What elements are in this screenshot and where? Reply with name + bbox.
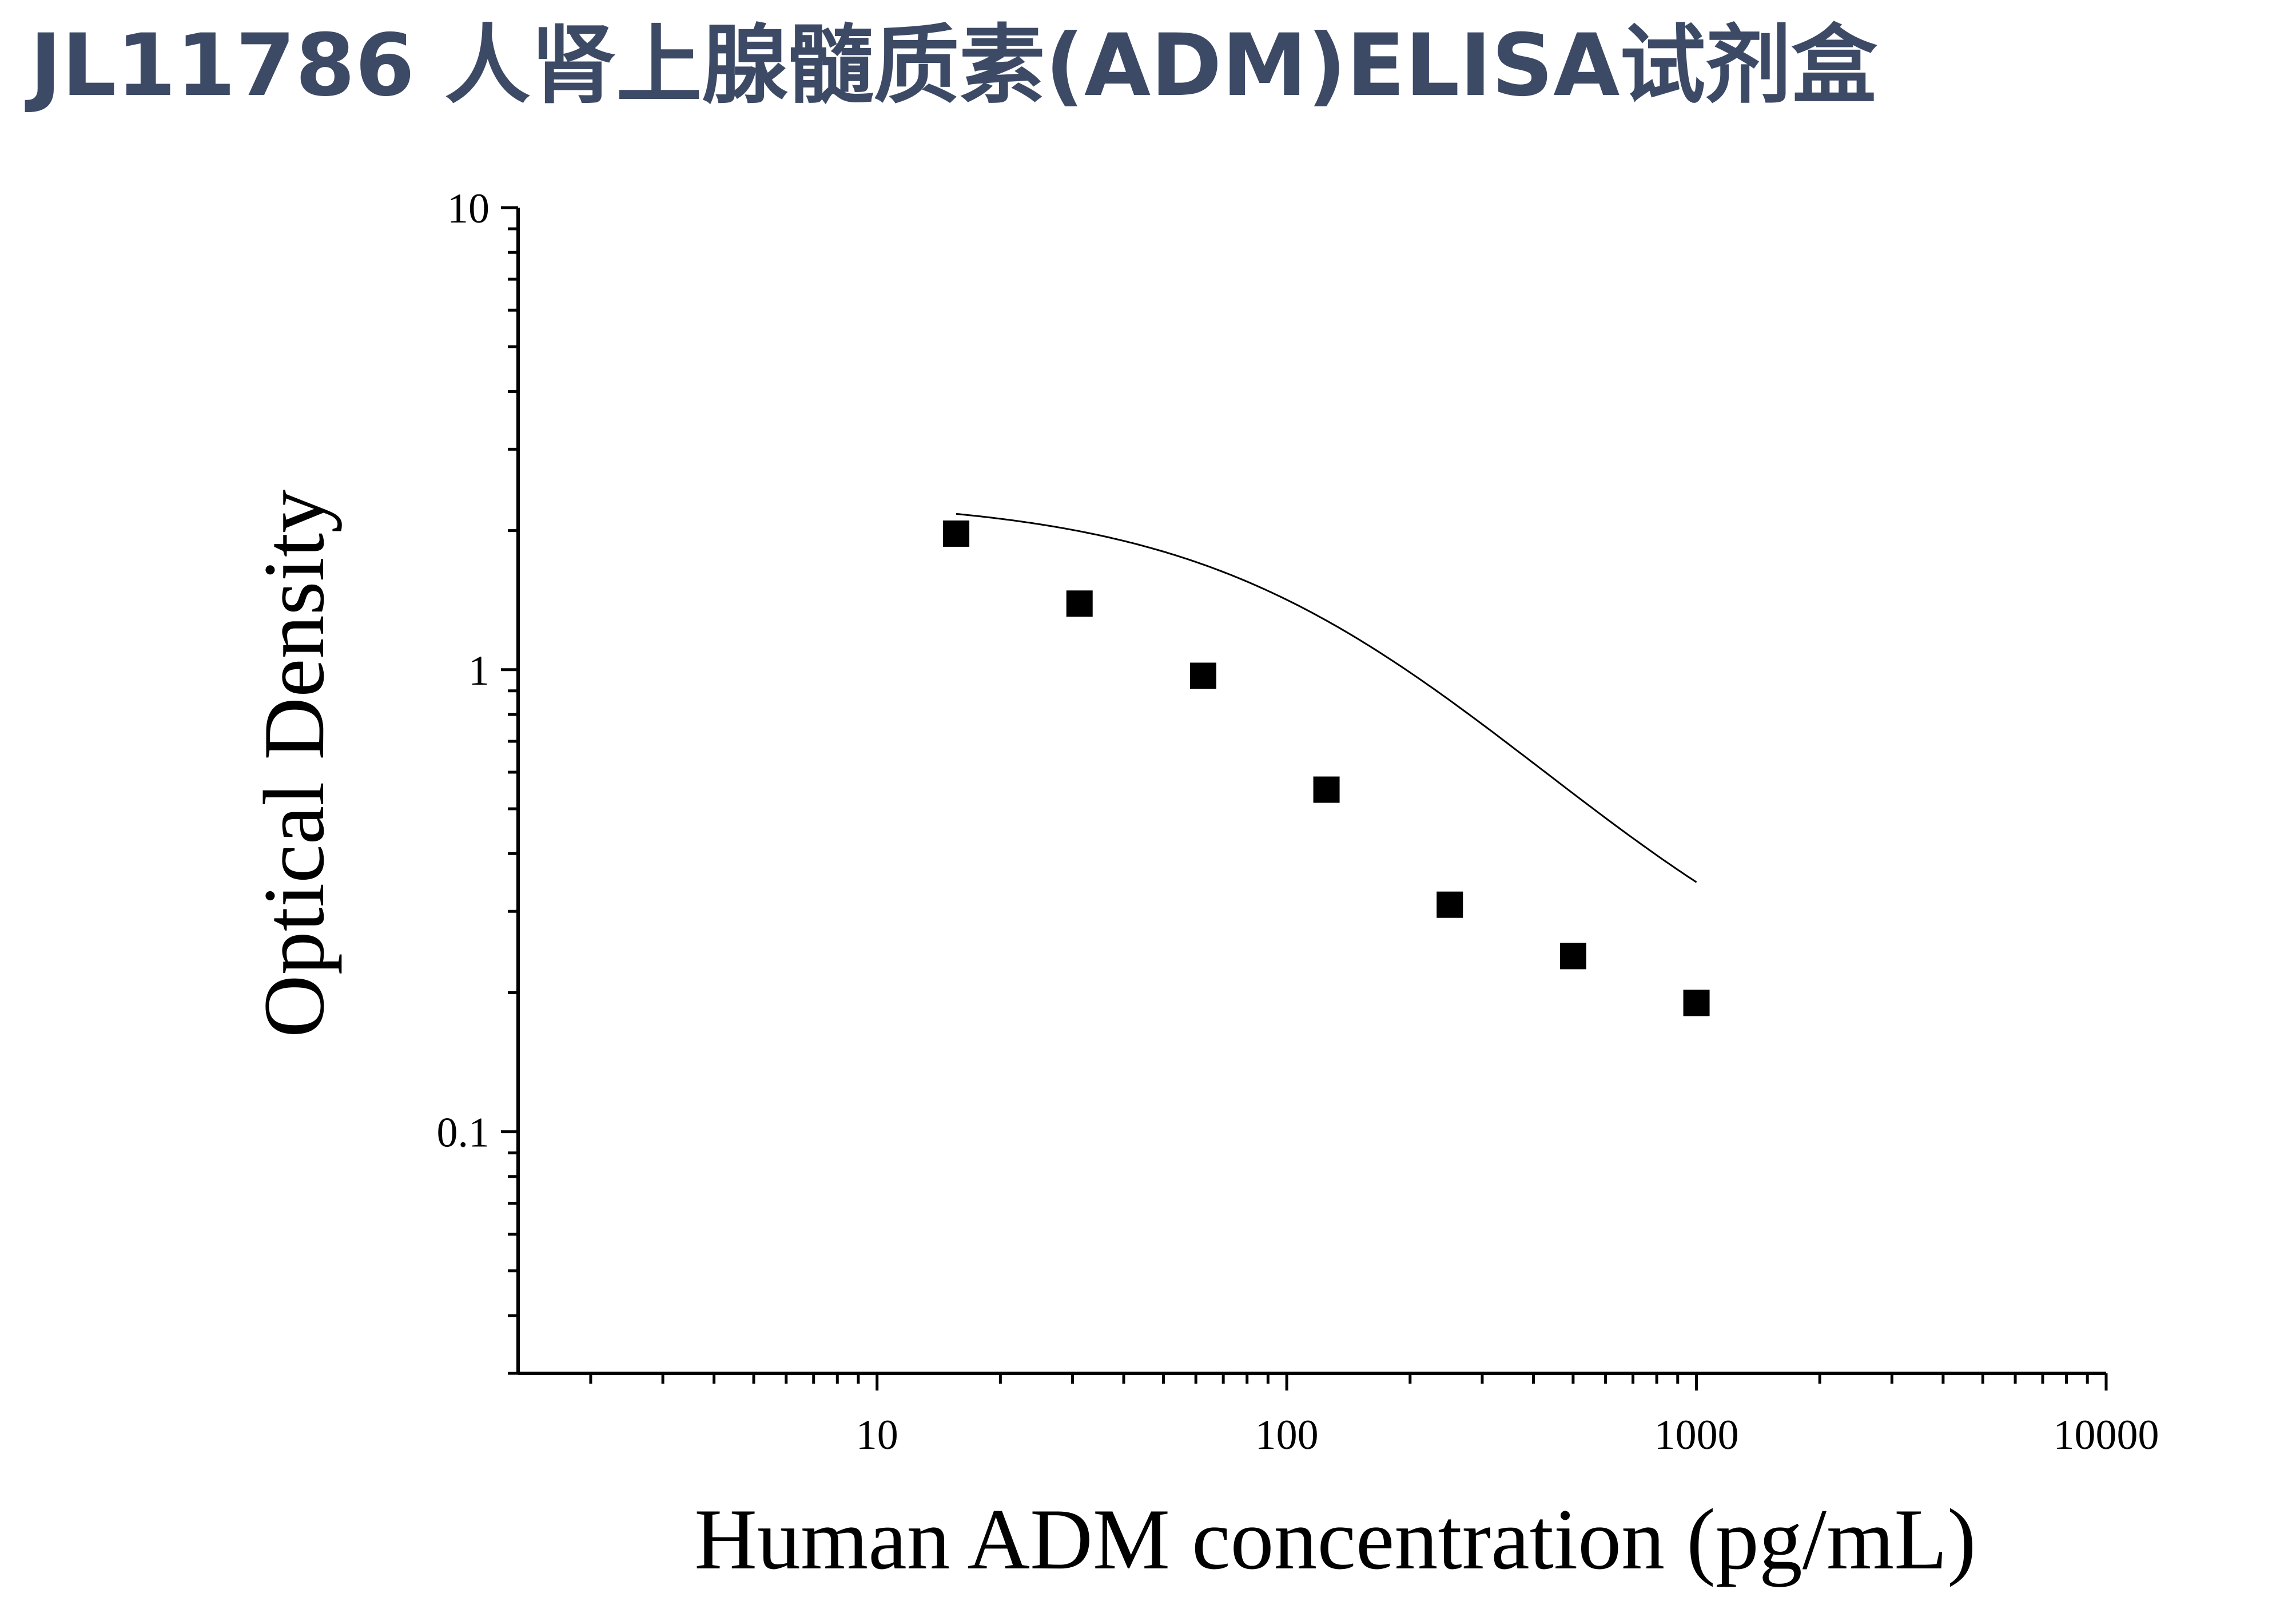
data-point bbox=[1683, 990, 1710, 1016]
data-point bbox=[1437, 891, 1463, 918]
tick-labels: 10 100 1000 10000 0.1 1 10 bbox=[437, 185, 2159, 1459]
data-point bbox=[1313, 776, 1340, 803]
axis-ticks bbox=[501, 206, 2108, 1391]
x-tick-label: 10000 bbox=[2054, 1412, 2159, 1459]
x-axis-label: Human ADM concentration (pg/mL) bbox=[694, 1491, 1976, 1587]
data-point bbox=[1189, 662, 1216, 689]
data-point bbox=[943, 520, 970, 547]
x-tick-label: 10 bbox=[856, 1412, 898, 1459]
data-point bbox=[1066, 590, 1093, 617]
data-points bbox=[943, 520, 1710, 1016]
x-tick-label: 100 bbox=[1255, 1412, 1319, 1459]
data-point bbox=[1559, 943, 1586, 970]
y-tick-label: 0.1 bbox=[437, 1110, 490, 1157]
y-axis-label: Optical Density bbox=[246, 490, 342, 1038]
page-title: JL11786 人肾上腺髓质素(ADM)ELISA试剂盒 bbox=[30, 16, 1877, 116]
x-tick-label: 1000 bbox=[1654, 1412, 1739, 1459]
y-tick-label: 10 bbox=[447, 185, 490, 232]
axes bbox=[516, 208, 2106, 1375]
y-tick-label: 1 bbox=[468, 647, 490, 694]
fit-curve bbox=[956, 513, 1697, 883]
